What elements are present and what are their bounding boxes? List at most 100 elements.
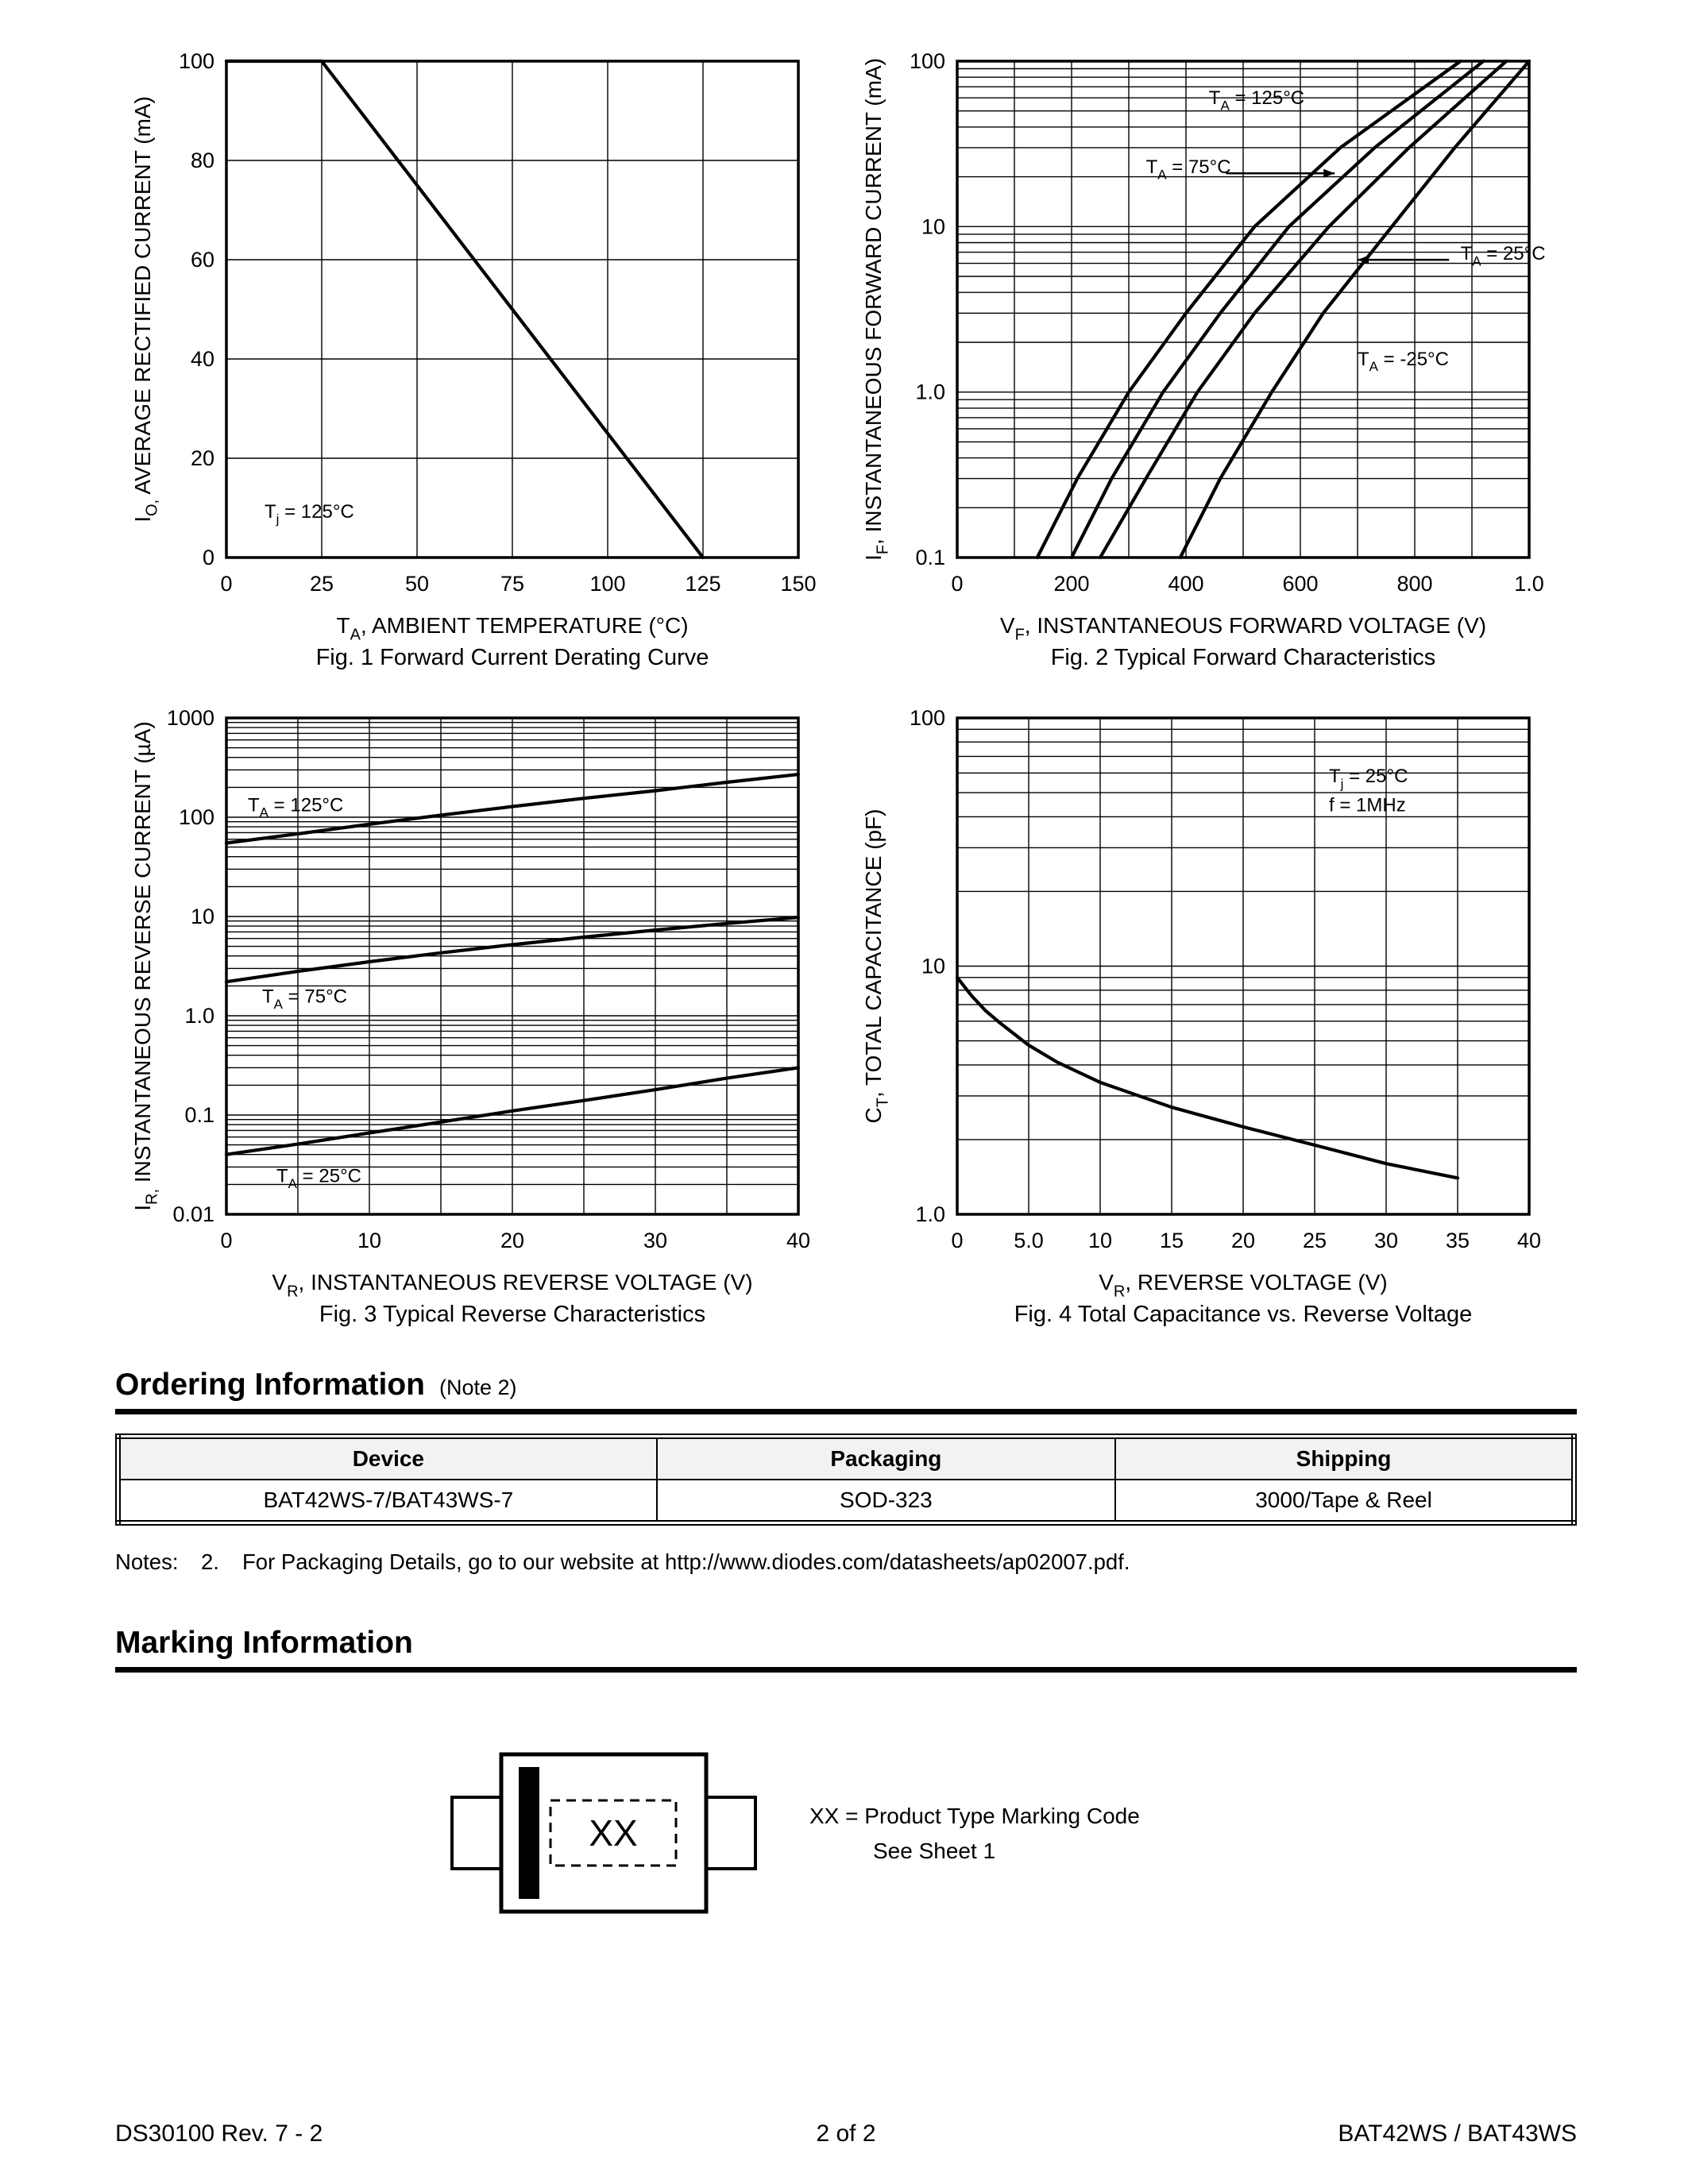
- y-tick-label: 1.0: [915, 1202, 945, 1226]
- figure-4: 0 5.0 10 15 20 25 30 35 40 1.0 10 100 VR, REVERSE VO…: [846, 698, 1577, 1328]
- x-tick-label: 40: [786, 1229, 810, 1252]
- annotation: f = 1MHz: [1329, 795, 1406, 816]
- fig1-derating-chart: 0 25 50 75 100 125 150 0 20 40 60 80 100 TA, AMBIENT …: [130, 49, 817, 643]
- footer-doc-number: DS30100 Rev. 7 - 2: [115, 2120, 323, 2147]
- annotation: TA = 25°C: [1461, 243, 1546, 268]
- x-tick-label: 30: [643, 1229, 667, 1252]
- x-tick-label: 20: [500, 1229, 524, 1252]
- x-tick-label: 30: [1374, 1229, 1398, 1252]
- y-tick-label: 100: [910, 49, 945, 73]
- marking-heading-row: Marking Information: [115, 1626, 1577, 1673]
- ordering-note-ref: (Note 2): [439, 1376, 517, 1399]
- x-tick-label: 100: [589, 572, 625, 596]
- y-tick-label: 100: [179, 805, 214, 829]
- series-curve: [1035, 59, 1462, 560]
- x-tick-label: 50: [405, 572, 429, 596]
- marking-information-section: Marking Information XX XX = Product Type…: [115, 1626, 1577, 1919]
- marking-legend-line2: See Sheet 1: [873, 1838, 996, 1863]
- x-axis-label: VF, INSTANTANEOUS FORWARD VOLTAGE (V): [1000, 613, 1486, 643]
- sod323-package-drawing: XX: [450, 1752, 757, 1914]
- note-suffix: .: [1123, 1549, 1130, 1574]
- x-tick-label: 5.0: [1014, 1229, 1044, 1252]
- x-tick-label: 400: [1168, 572, 1203, 596]
- notes-row: Notes: 2. For Packaging Details, go to o…: [115, 1549, 1577, 1575]
- y-axis-label: IF, INSTANTANEOUS FORWARD CURRENT (mA): [861, 58, 891, 561]
- x-tick-label: 10: [1088, 1229, 1112, 1252]
- x-tick-label: 25: [310, 572, 334, 596]
- plot-border: [956, 716, 1531, 1216]
- x-tick-label: 35: [1446, 1229, 1470, 1252]
- y-tick-label: 100: [910, 706, 945, 730]
- packaging-details-link[interactable]: http://www.diodes.com/datasheets/ap02007…: [664, 1549, 1124, 1574]
- page-footer: DS30100 Rev. 7 - 2 2 of 2 BAT42WS / BAT4…: [115, 2120, 1577, 2147]
- marking-legend-line1: XX = Product Type Marking Code: [809, 1804, 1140, 1829]
- x-tick-label: 15: [1160, 1229, 1184, 1252]
- marking-legend: XX = Product Type Marking Code See Sheet…: [809, 1799, 1140, 1868]
- y-tick-label: 10: [921, 214, 945, 238]
- footer-page-number: 2 of 2: [816, 2120, 876, 2147]
- series-curve: [224, 772, 801, 845]
- annotation: TA = -25°C: [1358, 349, 1449, 374]
- y-tick-label: 10: [191, 905, 214, 928]
- x-tick-label: 75: [500, 572, 524, 596]
- fig4-capacitance-chart: 0 5.0 10 15 20 25 30 35 40 1.0 10 100 VR, REVERSE VO…: [861, 706, 1541, 1300]
- annotation: TA = 75°C: [262, 986, 347, 1012]
- x-tick-label: 0: [220, 572, 232, 596]
- fig2-forward-characteristics-chart: 0 200 400 600 800 1.0 0.1 1.0 10 100 VF, INSTANTAN…: [861, 49, 1546, 643]
- y-axis-label: IR, INSTANTANEOUS REVERSE CURRENT (µA): [130, 721, 160, 1210]
- y-tick-label: 100: [179, 49, 214, 73]
- note-text: For Packaging Details, go to our website…: [242, 1549, 665, 1574]
- y-tick-label: 80: [191, 149, 214, 172]
- note-2-text: For Packaging Details, go to our website…: [242, 1549, 1130, 1575]
- note-number: 2.: [201, 1549, 219, 1574]
- annotation: TA = 125°C: [1209, 87, 1304, 113]
- series-curve: [224, 916, 801, 984]
- arrowhead: [1323, 168, 1335, 178]
- fig4-caption: Fig. 4 Total Capacitance vs. Reverse Vol…: [1014, 1302, 1473, 1327]
- figure-1: 0 25 50 75 100 125 150 0 20 40 60 80 100 TA, AMBIENT …: [115, 41, 846, 671]
- x-axis-label: TA, AMBIENT TEMPERATURE (°C): [336, 613, 688, 643]
- annotation: TA = 125°C: [248, 794, 343, 820]
- annotation: TA = 75°C: [1146, 156, 1231, 182]
- x-tick-label: 150: [780, 572, 816, 596]
- y-tick-label: 1.0: [915, 380, 945, 404]
- x-tick-label: 125: [685, 572, 720, 596]
- ordering-table: Device Packaging Shipping BAT42WS-7/BAT4…: [115, 1433, 1577, 1526]
- x-tick-label: 20: [1231, 1229, 1255, 1252]
- x-tick-label: 10: [357, 1229, 381, 1252]
- annotation: Tj = 25°C: [1329, 766, 1408, 791]
- series-curve: [1098, 59, 1508, 560]
- x-axis-label: VR, INSTANTANEOUS REVERSE VOLTAGE (V): [272, 1270, 752, 1300]
- marking-code: XX: [589, 1812, 637, 1854]
- x-tick-label: 40: [1517, 1229, 1541, 1252]
- ordering-heading: Ordering Information: [115, 1368, 425, 1402]
- ordering-table-row: BAT42WS-7/BAT43WS-7 SOD-323 3000/Tape & …: [117, 1479, 1575, 1524]
- marking-heading: Marking Information: [115, 1626, 413, 1660]
- fig1-caption: Fig. 1 Forward Current Derating Curve: [315, 645, 709, 670]
- fig3-reverse-characteristics-chart: 0 10 20 30 40 0.01 0.1 1.0 10 100 1000 VR, INSTANTA…: [130, 706, 810, 1300]
- ordering-information-section: Ordering Information (Note 2) Device Pac…: [115, 1368, 1577, 1575]
- series-curve: [224, 59, 705, 560]
- fig2-caption: Fig. 2 Typical Forward Characteristics: [1050, 645, 1436, 670]
- x-tick-label: 0: [951, 1229, 963, 1252]
- y-tick-label: 0.01: [172, 1202, 214, 1226]
- arrowhead: [1358, 255, 1369, 264]
- series-curve: [1069, 59, 1485, 560]
- footer-part-number: BAT42WS / BAT43WS: [1338, 2120, 1577, 2147]
- notes-label: Notes:: [115, 1549, 179, 1574]
- package-lead-left: [450, 1796, 503, 1870]
- figures-grid: 0 25 50 75 100 125 150 0 20 40 60 80 100 TA, AMBIENT …: [115, 41, 1577, 1328]
- annotation: Tj = 125°C: [265, 501, 354, 527]
- series-curve: [224, 1066, 801, 1156]
- x-tick-label: 800: [1396, 572, 1432, 596]
- x-tick-label: 0: [951, 572, 963, 596]
- figure-3: 0 10 20 30 40 0.01 0.1 1.0 10 100 1000 VR, INSTANTA…: [115, 698, 846, 1328]
- plot-border: [225, 716, 800, 1216]
- y-axis-label: IO, AVERAGE RECTIFIED CURRENT (mA): [130, 96, 160, 523]
- y-tick-label: 10: [921, 955, 945, 978]
- y-tick-label: 0.1: [915, 546, 945, 569]
- device-cell: BAT42WS-7/BAT43WS-7: [117, 1479, 658, 1524]
- packaging-cell: SOD-323: [655, 1479, 1117, 1524]
- x-tick-label: 1.0: [1514, 572, 1544, 596]
